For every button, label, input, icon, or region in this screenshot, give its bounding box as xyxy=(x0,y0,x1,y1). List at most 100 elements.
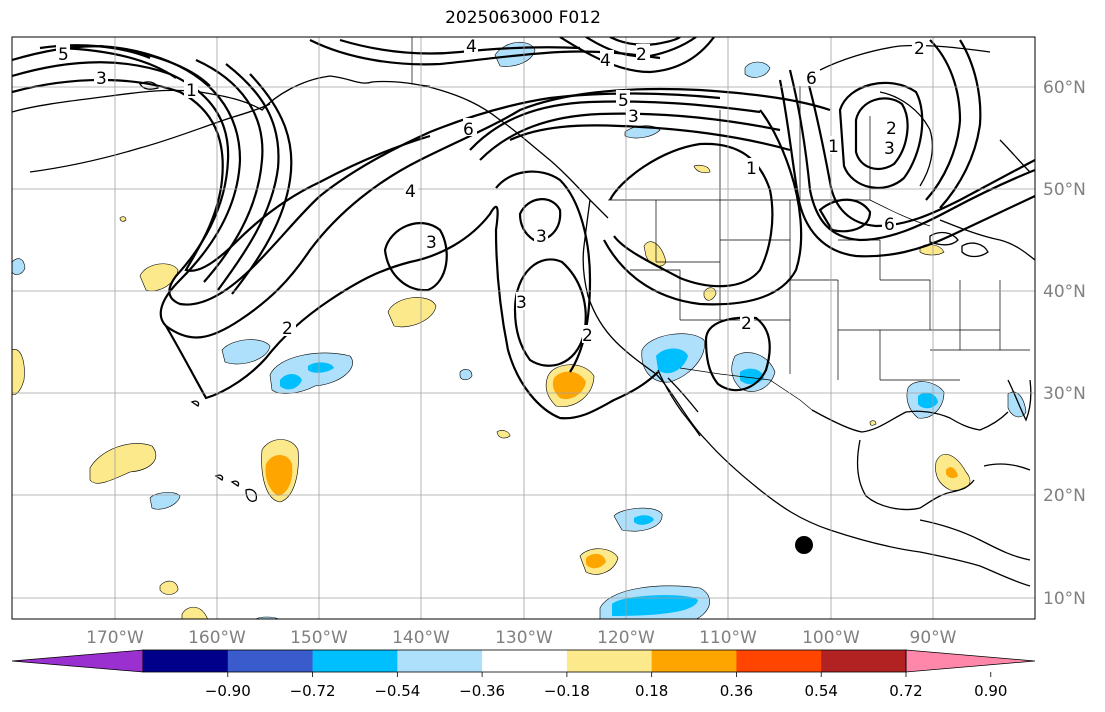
lon-label: 140°W xyxy=(392,628,450,648)
contour-line xyxy=(39,44,211,87)
map-title: 2025063000 F012 xyxy=(445,8,601,28)
positive-core xyxy=(946,467,958,479)
contour-line xyxy=(559,37,715,74)
contour-label: 5 xyxy=(618,91,629,111)
lat-label: 60°N xyxy=(1043,78,1086,98)
colorbar-tick-label: 0.54 xyxy=(805,682,838,700)
contour-label: 3 xyxy=(628,107,639,127)
positive-patch xyxy=(869,420,877,426)
contour-line xyxy=(469,100,761,151)
lon-label: 130°W xyxy=(495,628,553,648)
contour-label: 6 xyxy=(463,120,474,140)
contour-label: 4 xyxy=(466,37,477,57)
coastline-alaska xyxy=(12,75,609,219)
graticule xyxy=(12,37,1035,619)
map-background xyxy=(12,37,1035,619)
contour-line xyxy=(479,112,781,161)
contour-line xyxy=(804,73,1035,228)
colorbar-frame xyxy=(142,649,907,673)
contour-line xyxy=(778,79,1035,258)
positive-patch xyxy=(693,164,711,174)
colorbar-tick-label: −0.18 xyxy=(544,682,590,700)
negative-patch xyxy=(149,492,181,510)
contour-label: 2 xyxy=(741,314,752,334)
colorbar-tick-label: −0.54 xyxy=(374,682,420,700)
coastline-islands xyxy=(139,81,200,407)
lon-label: 120°W xyxy=(597,628,655,648)
lat-label: 40°N xyxy=(1043,282,1086,302)
contour-label: 2 xyxy=(582,326,593,346)
contour-label: 1 xyxy=(828,137,839,157)
border-us-mexico xyxy=(679,367,813,411)
negative-core xyxy=(280,374,302,390)
contour-label: 2 xyxy=(636,45,647,65)
colorbar-segment xyxy=(312,650,398,672)
contour-line xyxy=(383,222,448,292)
coastline-aleutians xyxy=(29,103,271,173)
lon-label: 100°W xyxy=(802,628,860,648)
coastline-layer xyxy=(12,44,1035,587)
contour-line xyxy=(818,198,872,233)
longitude-axis: 170°W 160°W 150°W 140°W 130°W 120°W 110°… xyxy=(86,628,957,648)
contour-line xyxy=(518,198,562,242)
lat-label: 10°N xyxy=(1043,589,1086,609)
map-frame xyxy=(11,36,1036,620)
colorbar-segment xyxy=(143,650,229,672)
lon-label: 150°W xyxy=(290,628,348,648)
contour-label: 3 xyxy=(884,139,895,159)
contour-line xyxy=(509,124,791,152)
contour-line xyxy=(339,38,581,55)
negative-core xyxy=(634,515,654,525)
positive-core xyxy=(265,455,293,496)
colorbar-tick-label: 0.18 xyxy=(635,682,668,700)
lat-label: 20°N xyxy=(1043,486,1086,506)
colorbar-segment xyxy=(566,650,653,672)
contour-label: 3 xyxy=(426,233,437,253)
colorbar-tick-label: 0.90 xyxy=(974,682,1007,700)
positive-patch xyxy=(159,580,179,595)
negative-patch xyxy=(12,258,26,275)
positive-patch xyxy=(181,606,208,619)
contour-line xyxy=(925,39,962,201)
contour-label-layer: 5 4 3 2 1 6 5 3 2 1 4 3 3 3 xyxy=(56,37,926,346)
colorbar-segment xyxy=(397,650,483,672)
positive-patch xyxy=(12,349,25,395)
lat-label: 50°N xyxy=(1043,180,1086,200)
latitude-axis: 60°N 50°N 40°N 30°N 20°N 10°N xyxy=(1043,78,1086,609)
lon-label: 160°W xyxy=(188,628,246,648)
coastline-great-lakes xyxy=(929,231,989,258)
contour-label: 2 xyxy=(282,319,293,339)
contour-line xyxy=(854,97,909,170)
location-marker xyxy=(795,536,813,554)
lon-label: 170°W xyxy=(86,628,144,648)
coastline-us-west xyxy=(582,199,707,441)
contour-line xyxy=(939,39,982,209)
colorbar-tick-label: −0.72 xyxy=(290,682,336,700)
contour-line xyxy=(704,316,771,392)
colorbar-tick-label: −0.90 xyxy=(205,682,251,700)
contour-label: 2 xyxy=(914,39,925,59)
contour-line xyxy=(609,142,774,288)
coastline-caribbean xyxy=(919,463,1031,561)
coastline-mexico xyxy=(705,439,1031,587)
contour-line xyxy=(609,37,681,46)
contour-line xyxy=(195,58,293,295)
contour-label: 4 xyxy=(405,182,416,202)
positive-patch xyxy=(119,216,127,222)
lat-label: 30°N xyxy=(1043,384,1086,404)
contour-label: 4 xyxy=(600,51,611,71)
contour-label: 1 xyxy=(746,159,757,179)
contour-label: 3 xyxy=(516,293,527,313)
contour-layer xyxy=(12,37,1035,420)
contour-line xyxy=(838,81,924,189)
contour-line xyxy=(12,61,721,306)
colorbar-segment xyxy=(736,650,822,672)
negative-core xyxy=(612,595,698,616)
colorbar-extend-max xyxy=(905,649,1036,673)
negative-patch xyxy=(744,61,771,78)
contour-label: 6 xyxy=(806,69,817,89)
coastline-canada xyxy=(819,44,1035,261)
negative-core xyxy=(656,348,688,374)
positive-patch xyxy=(387,297,437,328)
